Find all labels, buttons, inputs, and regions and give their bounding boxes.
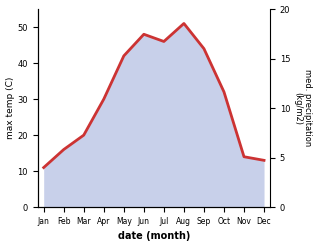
- Y-axis label: max temp (C): max temp (C): [5, 77, 15, 139]
- Y-axis label: med. precipitation
(kg/m2): med. precipitation (kg/m2): [293, 69, 313, 147]
- X-axis label: date (month): date (month): [118, 231, 190, 242]
